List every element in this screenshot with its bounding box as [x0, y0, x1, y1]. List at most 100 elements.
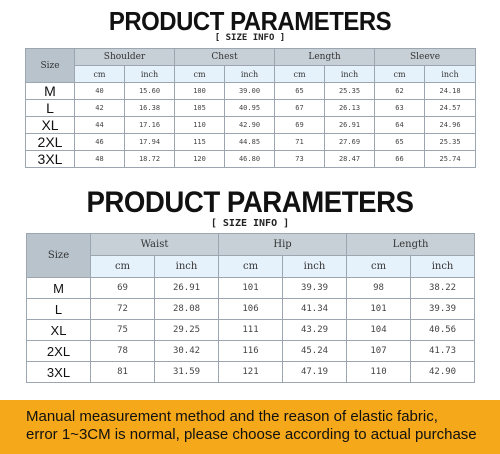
value-cell: 72 [90, 298, 155, 320]
table-row: XL 75 29.25 111 43.29 104 40.56 [26, 319, 476, 341]
table-row: M 69 26.91 101 39.39 98 38.22 [26, 277, 476, 299]
bottom-size-table: Size Waist Hip Length cm inch cm inch cm… [26, 233, 476, 383]
value-cell: 64 [374, 116, 426, 134]
value-cell: 40 [74, 82, 125, 100]
value-cell: 26.13 [324, 99, 376, 117]
unit-inch: inch [153, 255, 220, 278]
value-cell: 44.85 [224, 133, 276, 151]
value-cell: 43.29 [282, 319, 348, 341]
value-cell: 78 [90, 340, 155, 362]
value-cell: 25.35 [424, 133, 477, 151]
top-subtitle: [ SIZE INFO ] [214, 33, 286, 43]
value-cell: 24.18 [424, 82, 477, 100]
size-cell: 2XL [26, 340, 91, 362]
unit-row: cm inch cm inch cm inch [27, 255, 476, 278]
group-header: Length [346, 233, 476, 256]
value-cell: 81 [90, 361, 155, 383]
unit-inch: inch [282, 255, 348, 278]
table-row: 2XL 78 30.42 116 45.24 107 41.73 [26, 340, 476, 362]
table-row: M 40 15.60 100 39.00 65 25.35 62 24.18 [25, 82, 477, 100]
value-cell: 71 [274, 133, 326, 151]
unit-cm: cm [374, 65, 426, 83]
value-cell: 101 [218, 277, 284, 299]
value-cell: 46 [74, 133, 125, 151]
unit-inch: inch [324, 65, 376, 83]
table-row: 2XL 46 17.94 115 44.85 71 27.69 65 25.35 [25, 133, 477, 151]
bottom-table-body: M 69 26.91 101 39.39 98 38.22 L 72 28.08 106 41.34 1… [26, 277, 476, 383]
unit-cm: cm [218, 255, 284, 278]
value-cell: 41.73 [410, 340, 476, 362]
bottom-subtitle: [ SIZE INFO ] [210, 218, 290, 229]
table-row: L 72 28.08 106 41.34 101 39.39 [26, 298, 476, 320]
value-cell: 75 [90, 319, 155, 341]
note-line-2: error 1~3CM is normal, please choose acc… [26, 426, 477, 443]
value-cell: 28.08 [153, 298, 220, 320]
top-title: PRODUCT PARAMETERS [108, 6, 392, 36]
value-cell: 26.91 [153, 277, 220, 299]
table-row: 3XL 81 31.59 121 47.19 110 42.90 [26, 361, 476, 383]
value-cell: 42 [74, 99, 125, 117]
size-cell: M [26, 277, 91, 299]
table-row: 3XL 48 18.72 120 46.80 73 28.47 66 25.74 [25, 150, 477, 168]
value-cell: 69 [274, 116, 326, 134]
value-cell: 110 [174, 116, 226, 134]
value-cell: 38.22 [410, 277, 476, 299]
group-header: Chest [174, 48, 276, 66]
value-cell: 98 [346, 277, 412, 299]
unit-inch: inch [410, 255, 476, 278]
value-cell: 115 [174, 133, 226, 151]
value-cell: 26.91 [324, 116, 376, 134]
size-cell: 2XL [25, 133, 75, 151]
unit-cm: cm [174, 65, 226, 83]
group-header: Hip [218, 233, 348, 256]
value-cell: 106 [218, 298, 284, 320]
note-line-1: Manual measurement method and the reason… [26, 408, 438, 425]
value-cell: 63 [374, 99, 426, 117]
value-cell: 30.42 [153, 340, 220, 362]
size-header: Size [26, 233, 91, 278]
value-cell: 18.72 [123, 150, 176, 168]
group-header: Sleeve [374, 48, 477, 66]
value-cell: 29.25 [153, 319, 220, 341]
value-cell: 45.24 [282, 340, 348, 362]
top-table-body: M 40 15.60 100 39.00 65 25.35 62 24.18 L 42 16.38 10… [25, 82, 477, 168]
value-cell: 116 [218, 340, 284, 362]
unit-cm: cm [74, 65, 125, 83]
top-size-table: Size Shoulder Chest Length Sleeve cm inc… [25, 48, 477, 168]
value-cell: 73 [274, 150, 326, 168]
value-cell: 16.38 [123, 99, 176, 117]
value-cell: 107 [346, 340, 412, 362]
value-cell: 121 [218, 361, 284, 383]
size-cell: XL [26, 319, 91, 341]
value-cell: 100 [174, 82, 226, 100]
value-cell: 15.60 [123, 82, 176, 100]
value-cell: 44 [74, 116, 125, 134]
value-cell: 120 [174, 150, 226, 168]
value-cell: 17.94 [123, 133, 176, 151]
group-header: Shoulder [73, 48, 176, 66]
value-cell: 42.90 [224, 116, 276, 134]
unit-inch: inch [424, 65, 477, 83]
value-cell: 62 [374, 82, 426, 100]
value-cell: 28.47 [324, 150, 376, 168]
unit-inch: inch [123, 65, 176, 83]
value-cell: 39.39 [410, 298, 476, 320]
unit-row: cm inch cm inch cm inch cm inch [26, 65, 477, 83]
value-cell: 39.00 [224, 82, 276, 100]
value-cell: 25.74 [424, 150, 477, 168]
group-header: Waist [89, 233, 220, 256]
value-cell: 17.16 [123, 116, 176, 134]
value-cell: 111 [218, 319, 284, 341]
value-cell: 67 [274, 99, 326, 117]
unit-cm: cm [346, 255, 412, 278]
group-header: Length [274, 48, 376, 66]
size-cell: L [25, 99, 75, 117]
size-cell: XL [25, 116, 75, 134]
value-cell: 46.80 [224, 150, 276, 168]
value-cell: 42.90 [410, 361, 476, 383]
value-cell: 65 [374, 133, 426, 151]
size-header: Size [25, 48, 75, 83]
table-row: XL 44 17.16 110 42.90 69 26.91 64 24.96 [25, 116, 477, 134]
table-header-row: Size Shoulder Chest Length Sleeve [25, 48, 477, 83]
bottom-title: PRODUCT PARAMETERS [86, 186, 414, 219]
